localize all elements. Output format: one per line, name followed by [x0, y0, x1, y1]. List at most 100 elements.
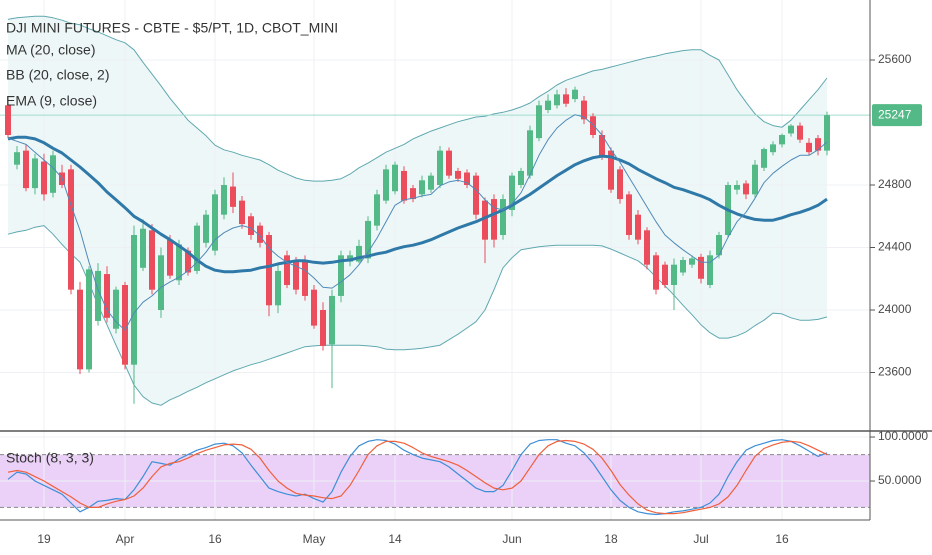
stoch-line: [7, 439, 828, 516]
candle-body: [86, 269, 92, 370]
candle-body: [527, 130, 533, 176]
y-tick-label: 50.0000: [878, 473, 922, 487]
last-price-label: 25247: [878, 107, 912, 121]
line-layer: [0, 15, 870, 516]
candle-body: [383, 169, 389, 201]
candle-body: [752, 164, 758, 195]
stoch-line: [7, 439, 828, 515]
candle-body: [500, 199, 506, 235]
candle-body: [113, 289, 119, 329]
grid-layer: [0, 0, 870, 520]
candle-body: [239, 200, 245, 225]
y-tick-label: 23600: [878, 365, 912, 379]
candle-body: [446, 150, 452, 176]
candle-body: [716, 235, 722, 256]
candle-body: [194, 225, 200, 271]
candle-body: [608, 150, 614, 190]
x-tick-label: Apr: [116, 532, 135, 546]
candle-body: [41, 161, 47, 195]
candle-body: [491, 199, 497, 240]
candle-body: [221, 185, 227, 215]
candle-body: [320, 310, 326, 346]
x-tick-label: Jun: [502, 532, 521, 546]
indicator-line: [7, 135, 828, 274]
candle-body: [140, 228, 146, 268]
candle-body: [293, 260, 299, 290]
candle-body: [230, 186, 236, 207]
candle-body: [185, 250, 191, 273]
candle-body: [176, 244, 182, 281]
mark-layer: [5, 86, 830, 404]
label-layer: DJI MINI FUTURES - CBTE - $5/PT, 1D, CBO…: [6, 20, 928, 546]
candle-body: [122, 285, 128, 365]
indicator-line: [7, 114, 828, 331]
x-tick-label: Jul: [693, 532, 708, 546]
x-tick-label: May: [303, 532, 326, 546]
candle-body: [788, 125, 794, 134]
candle-body: [653, 255, 659, 290]
candle-body: [77, 289, 83, 370]
y-tick-label: 25600: [878, 52, 912, 66]
time-axis-bg: [0, 520, 932, 550]
candle-body: [455, 170, 461, 179]
candle-body: [779, 135, 785, 145]
x-tick-label: 14: [388, 532, 402, 546]
candle-body: [302, 261, 308, 296]
candle-body: [5, 105, 11, 135]
candle-body: [428, 175, 434, 190]
candle-body: [572, 89, 578, 100]
candle-body: [545, 100, 551, 110]
price-axis-bg: [870, 0, 932, 550]
candle-body: [806, 142, 812, 153]
candle-body: [563, 94, 569, 104]
candle-body: [473, 175, 479, 215]
candle-body: [311, 289, 317, 326]
candle-body: [734, 185, 740, 190]
candle-body: [626, 194, 632, 235]
y-tick-label: 24400: [878, 240, 912, 254]
candle-body: [365, 220, 371, 259]
candle-body: [509, 175, 515, 210]
candle-body: [671, 264, 677, 285]
pane-title: Stoch (8, 3, 3): [6, 450, 94, 466]
candle-body: [203, 214, 209, 243]
candle-body: [644, 230, 650, 265]
candle-body: [518, 170, 524, 185]
candle-body: [662, 264, 668, 285]
candle-body: [149, 230, 155, 290]
candle-body: [554, 94, 560, 106]
candle-body: [536, 105, 542, 139]
candle-body: [212, 194, 218, 251]
candle-body: [104, 274, 110, 318]
candle-body: [707, 255, 713, 285]
candle-body: [437, 150, 443, 185]
x-tick-label: 16: [208, 532, 222, 546]
candle-body: [95, 270, 101, 321]
candle-body: [689, 258, 695, 265]
candle-body: [590, 116, 596, 135]
y-tick-label: 24800: [878, 177, 912, 191]
candle-body: [248, 216, 254, 235]
candle-body: [401, 170, 407, 201]
candle-body: [32, 158, 38, 189]
candle-body: [68, 169, 74, 290]
candle-body: [743, 183, 749, 195]
candle-body: [635, 214, 641, 240]
legend-entry: EMA (9, close): [6, 93, 97, 109]
candle-body: [392, 164, 398, 192]
candle-body: [797, 125, 803, 140]
candle-body: [680, 260, 686, 273]
bb-fill: [8, 16, 827, 406]
candle-body: [815, 138, 821, 151]
candle-body: [266, 235, 272, 306]
legend-entry: MA (20, close): [6, 42, 95, 58]
candle-body: [761, 149, 767, 168]
bb-lower: [7, 225, 828, 406]
x-tick-label: 16: [775, 532, 789, 546]
candle-body: [284, 255, 290, 285]
candle-body: [275, 270, 281, 306]
candle-body: [464, 172, 470, 185]
